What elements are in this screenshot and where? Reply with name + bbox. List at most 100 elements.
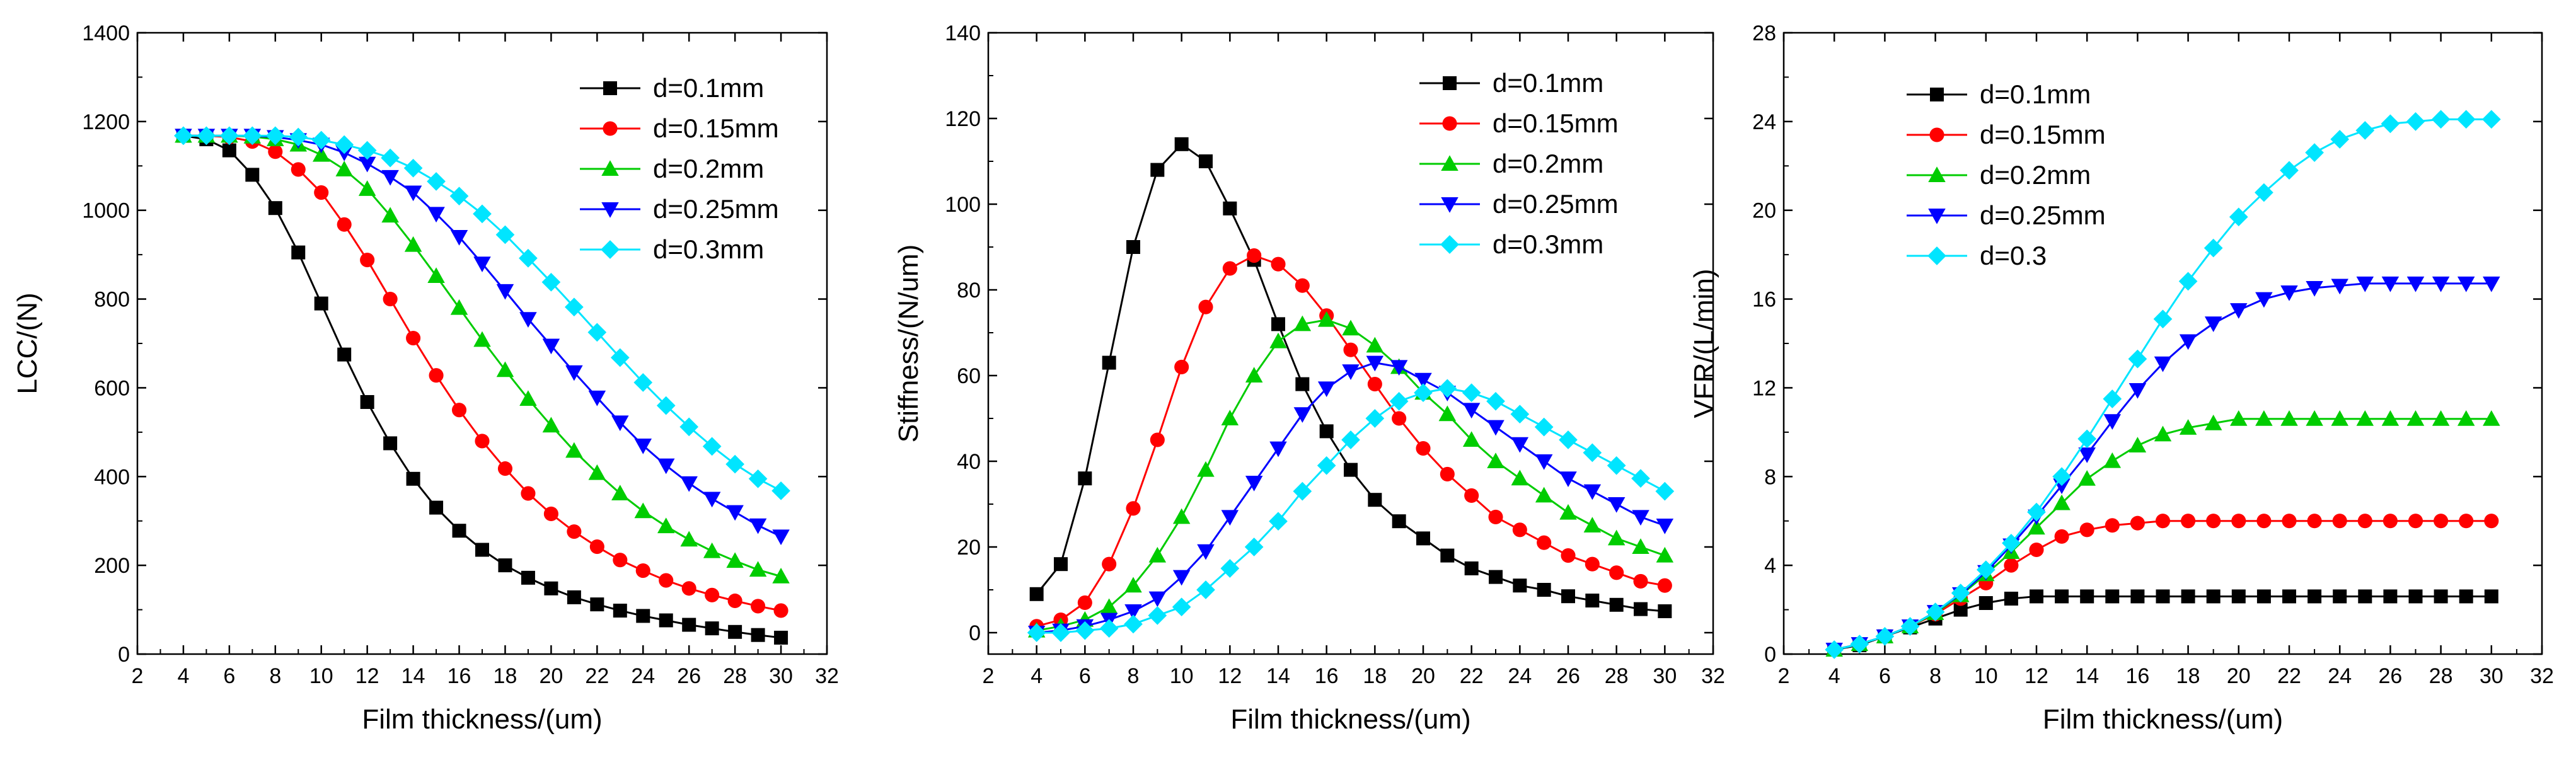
data-point — [682, 618, 696, 632]
x-tick-label: 18 — [2176, 664, 2200, 688]
x-tick-label: 20 — [1411, 664, 1435, 688]
data-point — [1655, 481, 1675, 501]
data-point — [1414, 383, 1433, 403]
data-point — [2459, 589, 2473, 604]
legend: d=0.1mm d=0.15mm d=0.2mm d=0.25mm d=0.3 — [1907, 79, 2106, 270]
data-point — [521, 570, 535, 585]
y-axis-label: LCC/(N) — [12, 292, 43, 394]
data-point — [2154, 425, 2172, 442]
data-point — [1392, 411, 1407, 426]
data-point — [680, 476, 698, 492]
legend-marker — [603, 81, 617, 95]
data-point — [2383, 589, 2398, 604]
data-point — [2053, 494, 2071, 510]
data-point — [1366, 355, 1384, 372]
data-point — [2054, 529, 2069, 544]
x-tick-label: 26 — [2378, 664, 2402, 688]
data-point — [2181, 589, 2195, 604]
data-point — [749, 561, 767, 577]
x-tick-label: 6 — [223, 664, 235, 688]
data-point — [1172, 508, 1191, 524]
data-point — [2128, 349, 2147, 369]
data-point — [2406, 112, 2425, 131]
legend-label: d=0.2mm — [653, 154, 764, 183]
data-point — [1416, 441, 1431, 456]
data-point — [1317, 381, 1336, 398]
data-point — [2103, 414, 2122, 430]
data-point — [1148, 606, 1167, 625]
legend-label: d=0.1mm — [1980, 79, 2091, 109]
x-tick-label: 22 — [1460, 664, 1484, 688]
data-point — [1607, 497, 1626, 513]
data-point — [2229, 207, 2248, 227]
data-point — [773, 603, 788, 618]
data-point — [2358, 589, 2372, 604]
data-point — [2256, 514, 2272, 529]
data-point — [2230, 410, 2248, 426]
y-tick-label: 0 — [1764, 643, 1776, 667]
data-point — [1172, 597, 1191, 617]
data-point — [2255, 183, 2273, 202]
x-tick-label: 8 — [269, 664, 281, 688]
data-point — [2103, 389, 2122, 408]
data-point — [1632, 538, 1649, 554]
data-point — [1269, 441, 1287, 457]
data-point — [2255, 292, 2273, 308]
y-tick-label: 4 — [1764, 554, 1776, 578]
data-point — [1124, 604, 1142, 620]
data-point — [1875, 626, 1895, 646]
data-point — [1343, 342, 1358, 357]
legend-label: d=0.3mm — [653, 234, 764, 264]
data-point — [2130, 515, 2145, 531]
x-tick-label: 4 — [1828, 664, 1840, 688]
data-point — [473, 256, 491, 272]
data-point — [312, 146, 330, 162]
data-point — [1126, 501, 1141, 516]
legend-label: d=0.2mm — [1493, 149, 1603, 178]
data-point — [2255, 410, 2273, 426]
data-point — [2231, 514, 2246, 529]
data-point — [681, 581, 696, 596]
data-point — [519, 312, 537, 328]
legend-marker — [1927, 246, 1946, 265]
data-point — [567, 524, 582, 539]
x-tick-label: 24 — [631, 664, 655, 688]
data-point — [2078, 470, 2096, 486]
data-point — [542, 417, 560, 433]
data-point — [406, 471, 420, 486]
y-tick-label: 12 — [1752, 376, 1776, 400]
data-point — [2408, 589, 2423, 604]
data-point — [1825, 640, 1844, 659]
data-point — [1172, 570, 1191, 586]
legend: d=0.1mm d=0.15mm d=0.2mm d=0.25mm d=0.3mm — [1419, 68, 1619, 259]
data-point — [2483, 410, 2500, 426]
data-point — [2181, 514, 2196, 529]
x-axis-label: Film thickness/(um) — [2043, 704, 2283, 735]
data-point — [473, 331, 491, 347]
x-tick-label: 12 — [2024, 664, 2048, 688]
data-point — [2305, 143, 2324, 163]
data-point — [705, 621, 719, 636]
data-point — [519, 248, 538, 268]
data-point — [1438, 405, 1457, 422]
data-point — [2153, 309, 2173, 329]
y-tick-label: 1400 — [82, 21, 130, 45]
data-point — [680, 531, 698, 547]
data-point — [1583, 517, 1602, 532]
data-point — [657, 517, 675, 534]
data-point — [383, 292, 398, 307]
data-point — [450, 299, 468, 315]
data-point — [1293, 315, 1312, 331]
legend: d=0.1mm d=0.15mm d=0.2mm d=0.25mm d=0.3mm — [580, 73, 779, 264]
data-point — [2332, 514, 2347, 529]
data-point — [588, 464, 606, 480]
data-point — [1951, 584, 1970, 603]
data-point — [2306, 280, 2323, 297]
data-point — [1148, 546, 1167, 563]
data-point — [427, 172, 446, 191]
data-point — [429, 500, 444, 515]
data-point — [1221, 410, 1239, 425]
data-point — [265, 126, 285, 146]
data-point — [2459, 514, 2474, 529]
data-point — [337, 217, 352, 232]
